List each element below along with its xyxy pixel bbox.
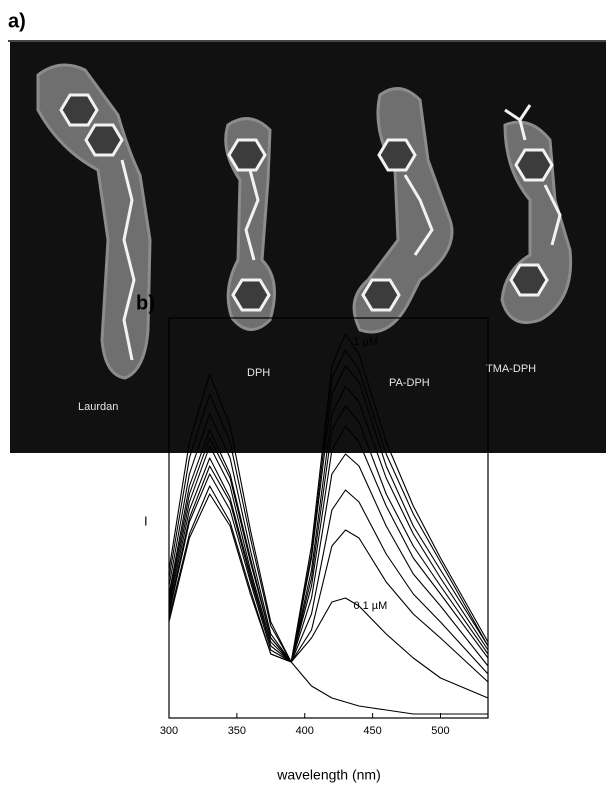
- spectrum-line: [168, 473, 489, 683]
- plot-area: 300 350 400 450 500 1 µM 0.1 µM: [160, 333, 489, 737]
- x-tick-label: 450: [363, 725, 381, 737]
- panel-label: a): [8, 10, 26, 32]
- molecule-label: DPH: [247, 367, 270, 379]
- spectrum-line: [168, 333, 489, 663]
- spectrum-line: [168, 405, 489, 663]
- x-tick-label: 300: [160, 725, 178, 737]
- x-tick-label: 350: [228, 725, 246, 737]
- molecule-label: TMA-DPH: [486, 363, 536, 375]
- x-tick-label: 400: [296, 725, 314, 737]
- spectrum-line: [168, 485, 489, 699]
- series-label: 0.1 µM: [353, 600, 387, 612]
- molecule-label: Laurdan: [78, 401, 118, 413]
- y-axis-label: I: [144, 513, 148, 528]
- x-axis-label: wavelength (nm): [276, 767, 381, 783]
- spectrum-line: [168, 465, 489, 675]
- spectrum-line: [168, 453, 489, 667]
- pa-dph-model: [352, 87, 454, 334]
- tma-dph-model: [500, 104, 573, 324]
- panel-label: b): [136, 292, 155, 314]
- spectrum-line: [168, 385, 489, 663]
- spectrum-line: [168, 365, 489, 663]
- spectrum-line: [168, 425, 489, 663]
- x-tick-label: 500: [431, 725, 449, 737]
- laurdan-model: [36, 63, 152, 380]
- series-label: 1 µM: [353, 336, 378, 348]
- dph-model: [224, 117, 276, 331]
- spectrum-line: [168, 493, 488, 715]
- plot-frame: [168, 317, 489, 719]
- molecule-label: PA-DPH: [389, 377, 430, 389]
